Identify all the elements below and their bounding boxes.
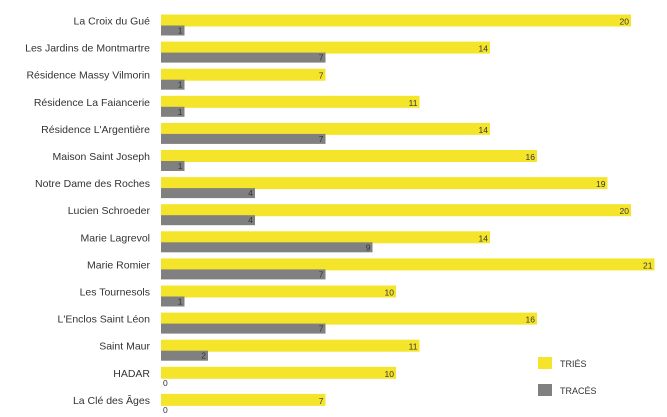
data-label-tries: 11 (409, 98, 418, 108)
bar-tries (161, 177, 608, 190)
bar-traces (161, 269, 326, 280)
data-label-traces: 1 (178, 26, 183, 36)
category-label: Maison Saint Joseph (53, 151, 151, 163)
category-label: Saint Maur (99, 341, 150, 353)
data-label-traces: 2 (201, 351, 206, 361)
bar-traces (161, 188, 255, 199)
data-label-traces: 7 (319, 134, 324, 144)
category-label: Marie Lagrevol (81, 232, 150, 244)
data-label-traces: 9 (366, 242, 371, 252)
data-label-traces: 1 (178, 107, 183, 117)
data-label-tries: 20 (620, 17, 630, 27)
bar-tries (161, 366, 396, 379)
data-label-tries: 14 (479, 233, 489, 243)
data-label-traces: 1 (178, 297, 183, 307)
data-label-traces: 7 (319, 53, 324, 63)
data-label-tries: 10 (385, 288, 395, 298)
bar-tries (161, 150, 537, 162)
bar-traces (161, 52, 326, 63)
data-label-tries: 20 (620, 206, 630, 216)
data-label-traces: 7 (319, 269, 324, 279)
data-label-traces: 0 (163, 405, 168, 415)
bar-tries (161, 14, 631, 27)
category-label: Notre Dame des Roches (35, 178, 150, 190)
data-label-traces: 0 (163, 378, 168, 388)
category-label: Marie Romier (87, 259, 151, 271)
data-label-traces: 1 (178, 161, 183, 171)
legend-swatch-traces (538, 384, 552, 396)
bar-traces (161, 161, 185, 171)
bar-traces (161, 79, 185, 90)
data-label-tries: 16 (526, 152, 536, 162)
bar-traces (161, 25, 185, 36)
data-label-tries: 16 (526, 315, 536, 325)
data-label-tries: 7 (319, 71, 324, 81)
bar-tries (161, 339, 420, 352)
bar-tries (161, 231, 490, 244)
bar-traces (161, 215, 255, 226)
bar-tries (161, 258, 655, 271)
bar-tries (161, 122, 490, 135)
data-label-tries: 7 (319, 396, 324, 406)
data-label-tries: 14 (479, 44, 489, 54)
data-label-tries: 14 (479, 125, 489, 135)
legend-label-traces: TRACÉS (560, 386, 597, 396)
bar-traces (161, 350, 208, 361)
data-label-tries: 10 (385, 369, 395, 379)
data-label-traces: 7 (319, 324, 324, 334)
legend-label-tries: TRIÉS (560, 359, 587, 369)
bar-tries (161, 95, 420, 108)
bar-tries (161, 204, 631, 217)
category-label: Résidence La Faiancerie (34, 97, 150, 109)
bar-tries (161, 393, 326, 406)
category-label: La Croix du Gué (74, 16, 151, 28)
bar-traces (161, 296, 185, 307)
bar-tries (161, 285, 396, 298)
category-label: La Clé des Âges (73, 394, 150, 407)
data-label-tries: 11 (409, 342, 418, 352)
legend: TRIÉS TRACÉS (538, 357, 597, 396)
category-label: Les Jardins de Montmartre (25, 43, 150, 55)
bar-traces (161, 133, 326, 144)
data-label-traces: 4 (248, 188, 253, 198)
data-label-traces: 4 (248, 215, 253, 225)
bar-traces (161, 323, 326, 334)
category-label: Lucien Schroeder (68, 205, 151, 217)
bar-traces (161, 242, 373, 253)
data-label-traces: 1 (178, 80, 183, 90)
bar-tries (161, 68, 326, 81)
legend-swatch-tries (538, 357, 552, 369)
bar-traces (161, 106, 185, 117)
category-label: Les Tournesols (80, 287, 150, 299)
data-label-tries: 21 (643, 260, 653, 270)
category-label: L'Enclos Saint Léon (58, 314, 151, 326)
data-label-tries: 19 (596, 179, 606, 189)
category-label: Résidence L'Argentière (41, 124, 150, 136)
category-label: Résidence Massy Vilmorin (26, 70, 150, 82)
bar-tries (161, 41, 490, 54)
bar-tries (161, 312, 537, 325)
category-label: HADAR (113, 368, 150, 380)
